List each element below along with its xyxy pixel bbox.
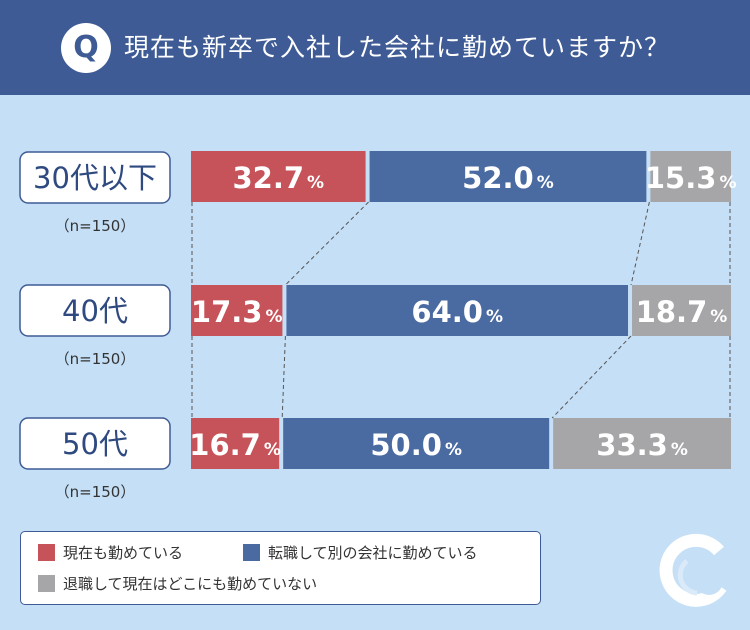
data-label: 52.0% <box>462 161 554 195</box>
data-label: 33.3% <box>596 428 688 462</box>
bar-segment <box>286 285 629 336</box>
bar-segment <box>191 285 283 336</box>
legend-item-changed-jobs: 転職して別の会社に勤めている <box>243 542 478 563</box>
category-label-box <box>19 417 171 470</box>
category-label: 30代以下 <box>33 161 157 195</box>
category-label-box <box>19 284 171 337</box>
legend-item-still-employed: 現在も勤めている <box>38 542 183 563</box>
connector-line <box>551 335 632 419</box>
legend-label: 退職して現在はどこにも勤めていない <box>63 575 318 593</box>
legend-label: 転職して別の会社に勤めている <box>268 544 478 562</box>
legend-item-not-employed: 退職して現在はどこにも勤めていない <box>38 573 317 594</box>
data-label: 50.0% <box>370 428 462 462</box>
bar-segment <box>369 151 647 202</box>
connector-line <box>285 201 369 286</box>
legend-label: 現在も勤めている <box>63 544 184 562</box>
brand-logo-icon <box>659 533 727 607</box>
data-label: 17.3% <box>191 295 283 329</box>
data-label: 32.7% <box>232 161 324 195</box>
connector-line <box>281 335 286 419</box>
question-badge: Q <box>61 23 111 73</box>
legend-swatch-gray <box>38 575 55 592</box>
header-bar: Q 現在も新卒で入社した会社に勤めていますか？ <box>0 0 750 95</box>
bar-segment <box>553 418 731 469</box>
sample-size-label: （n=150） <box>55 350 136 368</box>
legend: 現在も勤めている 転職して別の会社に勤めている 退職して現在はどこにも勤めていな… <box>20 531 541 605</box>
data-label: 64.0% <box>411 295 503 329</box>
bar-segment <box>283 418 550 469</box>
bar-segment <box>191 151 366 202</box>
data-label: 15.3% <box>645 161 737 195</box>
category-label: 50代 <box>62 427 128 461</box>
category-label-box <box>19 151 171 204</box>
sample-size-label: （n=150） <box>55 217 136 235</box>
sample-size-label: （n=150） <box>55 483 136 501</box>
data-label: 18.7% <box>636 295 728 329</box>
category-label: 40代 <box>62 294 128 328</box>
bar-segment <box>191 418 280 469</box>
bar-segment <box>650 151 731 202</box>
legend-swatch-red <box>38 544 55 561</box>
question-title: 現在も新卒で入社した会社に勤めていますか？ <box>124 33 671 62</box>
legend-swatch-blue <box>243 544 260 561</box>
data-label: 16.7% <box>189 428 281 462</box>
connector-line <box>630 201 650 286</box>
bar-segment <box>632 285 731 336</box>
